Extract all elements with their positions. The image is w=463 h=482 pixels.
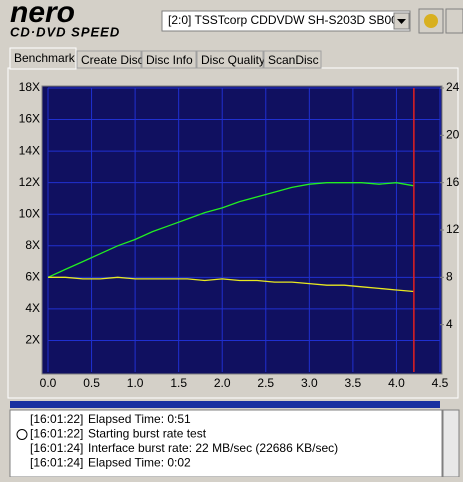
y-tick-label: 16X bbox=[19, 112, 40, 126]
save-button[interactable] bbox=[445, 8, 463, 34]
series-line bbox=[47, 182, 415, 278]
log-time: [16:01:22] bbox=[30, 427, 83, 441]
drive-icon bbox=[424, 14, 438, 28]
tab-label: Create Disc bbox=[81, 53, 144, 67]
y2-tick-label: 20 bbox=[446, 128, 460, 142]
tab[interactable] bbox=[9, 47, 77, 70]
tab[interactable] bbox=[76, 50, 142, 69]
y2-tick-label: 8 bbox=[446, 270, 453, 284]
plot-area bbox=[41, 85, 443, 375]
tab-label: Benchmark bbox=[14, 51, 76, 65]
y-tick-label: 6X bbox=[25, 270, 40, 284]
series-line bbox=[48, 276, 414, 293]
y-tick-label: 10X bbox=[19, 206, 40, 220]
x-tick-label: 3.0 bbox=[301, 376, 318, 390]
log-time: [16:01:24] bbox=[30, 441, 83, 455]
y-tick-label: 4X bbox=[25, 301, 40, 315]
y2-tick-label: 12 bbox=[446, 222, 460, 236]
y-tick-label: 18X bbox=[19, 80, 40, 94]
tab-label: ScanDisc bbox=[268, 53, 319, 67]
log-time: [16:01:24] bbox=[30, 456, 83, 470]
log-scrollbar[interactable] bbox=[442, 409, 460, 478]
log-message: Interface burst rate: 22 MB/sec (22686 K… bbox=[88, 441, 338, 455]
log-message: Starting burst rate test bbox=[88, 427, 207, 441]
dropdown-arrow bbox=[397, 19, 406, 24]
tab-label: Disc Quality bbox=[201, 53, 265, 67]
y-tick-label: 14X bbox=[19, 143, 40, 157]
x-tick-label: 2.0 bbox=[214, 376, 231, 390]
tab[interactable] bbox=[141, 50, 197, 69]
x-tick-label: 1.0 bbox=[127, 376, 144, 390]
drive-label: [2:0] TSSTcorp CDDVDW SH-S203D SB00 bbox=[168, 13, 398, 27]
log-message: Elapsed Time: 0:02 bbox=[88, 456, 191, 470]
y-tick-label: 2X bbox=[25, 333, 40, 347]
y2-tick-label: 16 bbox=[446, 175, 460, 189]
x-tick-label: 1.5 bbox=[170, 376, 187, 390]
tab-label: Disc Info bbox=[146, 53, 193, 67]
x-tick-label: 4.0 bbox=[388, 376, 405, 390]
tab[interactable] bbox=[196, 50, 264, 69]
x-tick-label: 4.5 bbox=[432, 376, 449, 390]
log-time: [16:01:22] bbox=[30, 412, 83, 426]
y-tick-label: 8X bbox=[25, 238, 40, 252]
progress-bar bbox=[10, 401, 440, 408]
x-tick-label: 0.0 bbox=[40, 376, 57, 390]
y2-tick-label: 24 bbox=[446, 80, 460, 94]
log-panel bbox=[9, 409, 443, 478]
logo-sub: CD·DVD SPEED bbox=[10, 24, 120, 39]
log-icon bbox=[16, 429, 28, 440]
y2-tick-label: 4 bbox=[446, 317, 453, 331]
log-message: Elapsed Time: 0:51 bbox=[88, 412, 191, 426]
x-tick-label: 3.5 bbox=[345, 376, 362, 390]
tab[interactable] bbox=[263, 50, 322, 69]
drive-select[interactable] bbox=[161, 10, 411, 32]
x-tick-label: 2.5 bbox=[257, 376, 274, 390]
y-tick-label: 12X bbox=[19, 175, 40, 189]
logo: nero bbox=[10, 0, 75, 29]
x-tick-label: 0.5 bbox=[83, 376, 100, 390]
